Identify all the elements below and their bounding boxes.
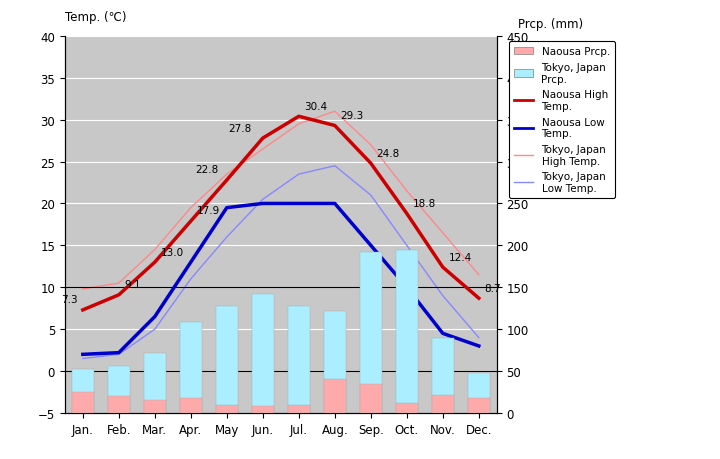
Bar (360, 252, 382, 413)
Bar (72, 392, 94, 413)
Legend: Naousa Prcp., Tokyo, Japan
Prcp., Naousa High
Temp., Naousa Low
Temp., Tokyo, Ja: Naousa Prcp., Tokyo, Japan Prcp., Naousa… (509, 42, 615, 199)
Text: 17.9: 17.9 (197, 206, 220, 216)
Text: 9.1: 9.1 (125, 280, 141, 290)
Bar (324, 380, 346, 413)
Text: 29.3: 29.3 (341, 111, 364, 121)
Text: 18.8: 18.8 (413, 198, 436, 208)
Text: 30.4: 30.4 (305, 101, 328, 112)
Text: 8.7: 8.7 (485, 283, 501, 293)
Bar (252, 294, 274, 413)
Bar (216, 405, 238, 413)
Text: 22.8: 22.8 (195, 165, 218, 175)
Text: 7.3: 7.3 (60, 295, 77, 305)
Bar (252, 406, 274, 413)
Bar (288, 405, 310, 413)
Text: 27.8: 27.8 (228, 123, 252, 133)
Bar (432, 395, 454, 413)
Bar (72, 369, 94, 413)
Bar (288, 306, 310, 413)
Bar (324, 311, 346, 413)
Text: Temp. (℃): Temp. (℃) (65, 11, 126, 24)
Bar (468, 398, 490, 413)
Bar (468, 373, 490, 413)
Bar (180, 398, 202, 413)
Text: 12.4: 12.4 (449, 252, 472, 262)
Text: 13.0: 13.0 (161, 247, 184, 257)
Text: Prcp. (mm): Prcp. (mm) (518, 18, 583, 31)
Text: 24.8: 24.8 (377, 148, 400, 158)
Bar (396, 250, 418, 413)
Bar (216, 306, 238, 413)
Bar (360, 384, 382, 413)
Bar (396, 403, 418, 413)
Bar (432, 338, 454, 413)
Bar (108, 366, 130, 413)
Bar (108, 397, 130, 413)
Bar (144, 353, 166, 413)
Bar (144, 401, 166, 413)
Bar (180, 323, 202, 413)
